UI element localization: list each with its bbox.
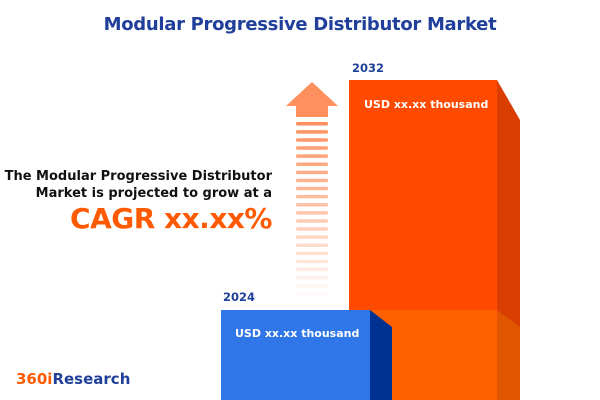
arrow-stripe xyxy=(296,259,328,264)
bar-2024-value: USD xx.xx thousand xyxy=(235,327,360,340)
arrow-stripe xyxy=(296,235,328,239)
arrow-stripe xyxy=(296,227,328,231)
arrow-stripe xyxy=(296,146,328,150)
arrow-stripe xyxy=(296,170,328,175)
arrow-stripe xyxy=(296,162,328,166)
bar-2032-lower-side xyxy=(497,310,520,400)
year-2024-label: 2024 xyxy=(223,290,256,304)
logo-part-2: Research xyxy=(52,370,131,388)
bar-2024 xyxy=(221,310,392,400)
arrow-stripe xyxy=(296,251,328,256)
arrow-stripe xyxy=(296,275,328,280)
arrow-stripe xyxy=(296,138,328,142)
logo-part-1: 360i xyxy=(16,370,53,388)
arrow-stripe xyxy=(296,154,328,158)
arrow-stripe xyxy=(296,219,328,223)
arrow-stripe xyxy=(296,267,328,272)
arrow-stripe xyxy=(296,186,328,191)
growth-arrow-icon xyxy=(286,82,338,296)
arrow-stripe xyxy=(296,211,328,215)
bar-2024-side xyxy=(370,310,392,400)
arrow-stripe xyxy=(296,284,328,288)
page-title: Modular Progressive Distributor Market xyxy=(103,14,497,35)
growth-description: The Modular Progressive Distributor Mark… xyxy=(5,168,272,202)
arrow-stripe xyxy=(296,122,328,126)
arrow-stripe xyxy=(296,130,328,134)
description-line-2: Market is projected to grow at a xyxy=(35,186,272,201)
arrow-stripe xyxy=(296,292,328,296)
logo: 360iResearch xyxy=(16,370,130,388)
arrow-stripe xyxy=(296,243,328,247)
bar-2032-value: USD xx.xx thousand xyxy=(364,98,489,111)
description-line-1: The Modular Progressive Distributor xyxy=(4,169,272,184)
bar-2024-front xyxy=(221,310,370,400)
arrow-stripe xyxy=(296,203,328,207)
arrow-stripe xyxy=(296,178,328,183)
cagr-value: CAGR xx.xx% xyxy=(70,202,272,235)
year-2032-label: 2032 xyxy=(352,61,385,75)
arrow-stripe xyxy=(296,194,328,199)
